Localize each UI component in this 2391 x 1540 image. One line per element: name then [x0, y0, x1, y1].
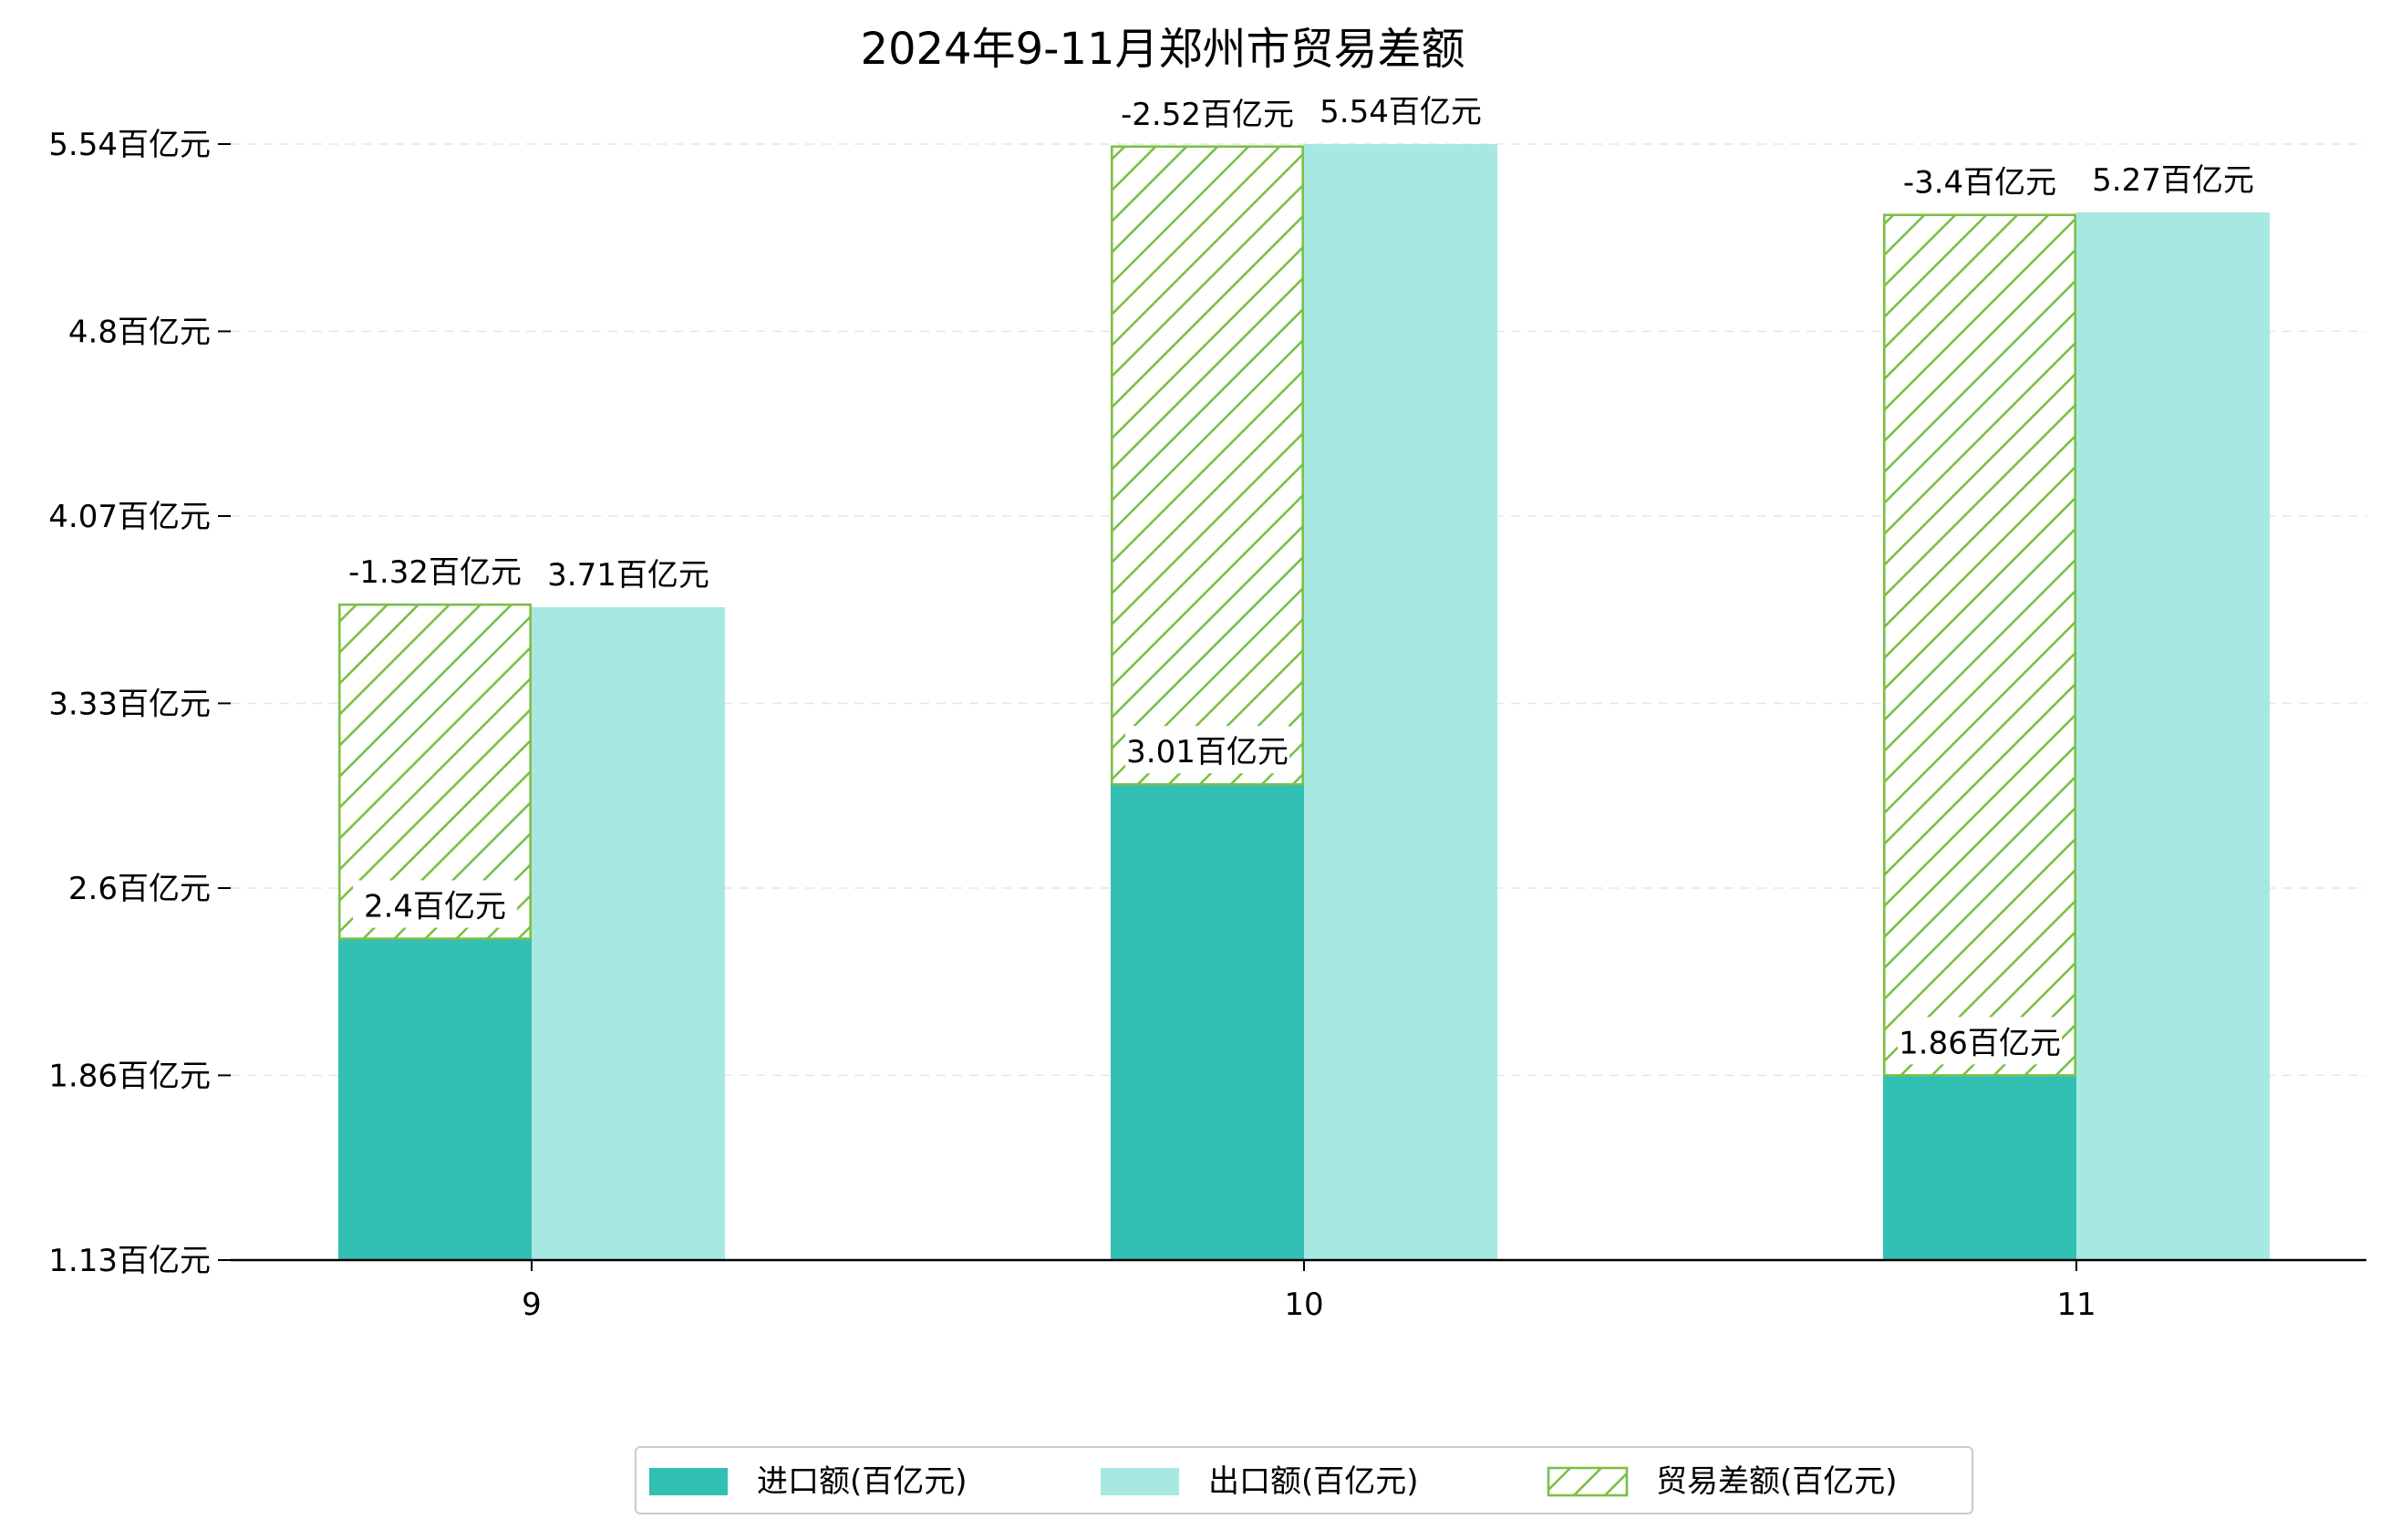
y-tick-label: 4.07百亿元	[48, 499, 211, 535]
y-tick-label: 4.8百亿元	[68, 314, 211, 350]
label-balance-9-bg	[349, 546, 521, 594]
label-import-10-group: 3.01百亿元	[1125, 726, 1289, 774]
label-export-9-group: 3.71百亿元	[546, 548, 710, 596]
label-balance-10-bg	[1122, 88, 1293, 136]
label-balance-11-bg	[1898, 156, 2062, 204]
bar-export-9	[532, 606, 725, 1260]
legend-label-balance: 贸易差额(百亿元)	[1656, 1463, 1898, 1500]
label-balance-11-group: -3.4百亿元	[1898, 156, 2062, 204]
x-axis: 9 10 11	[231, 1258, 2366, 1323]
legend-label-export: 出口额(百亿元)	[1208, 1463, 1419, 1500]
y-tick-label: 5.54百亿元	[48, 127, 211, 163]
label-balance-9: -1.32百亿元	[348, 554, 522, 591]
legend-frame	[635, 1446, 1973, 1514]
label-import-11: 1.86百亿元	[1899, 1025, 2061, 1061]
y-tick-label: 1.13百亿元	[48, 1243, 211, 1279]
bar-import-9	[338, 938, 532, 1260]
label-import-9: 2.4百亿元	[364, 889, 506, 925]
bar-balance-10	[1111, 145, 1305, 786]
label-balance-11: -3.4百亿元	[1903, 165, 2056, 202]
label-import-9-group: 2.4百亿元	[353, 880, 517, 928]
label-import-11-group: 1.86百亿元	[1898, 1017, 2062, 1065]
chart-title: 2024年9-11月郑州市贸易差额	[860, 24, 1465, 75]
bar-import-10	[1111, 784, 1304, 1260]
label-balance-10: -2.52百亿元	[1121, 97, 1294, 133]
label-balance-9-group: -1.32百亿元	[348, 546, 522, 594]
x-tick-label-10: 10	[1284, 1287, 1323, 1323]
y-axis: 1.13百亿元 1.86百亿元 2.6百亿元 3.33百亿元 4.07百亿元 4.8百亿元…	[48, 127, 231, 1279]
label-export-10-group: 5.54百亿元	[1319, 86, 1483, 133]
x-tick-label-11: 11	[2056, 1287, 2096, 1323]
legend-swatch-import	[649, 1468, 728, 1495]
label-export-9: 3.71百亿元	[547, 557, 709, 594]
label-export-10: 5.54百亿元	[1320, 94, 1482, 130]
bars	[337, 144, 2270, 1261]
bar-export-11	[2076, 212, 2270, 1261]
label-export-11: 5.27百亿元	[2092, 162, 2254, 199]
legend: 进口额(百亿元) 出口额(百亿元) 贸易差额(百亿元)	[635, 1446, 1973, 1514]
label-import-10: 3.01百亿元	[1126, 734, 1289, 770]
label-export-9-bg	[546, 548, 710, 596]
label-balance-10-group: -2.52百亿元	[1121, 88, 1294, 136]
label-import-11-bg	[1898, 1017, 2062, 1065]
label-export-11-group: 5.27百亿元	[2091, 153, 2255, 202]
label-import-9-bg	[353, 880, 517, 928]
label-import-10-bg	[1125, 726, 1289, 774]
legend-label-import: 进口额(百亿元)	[757, 1463, 968, 1500]
legend-swatch-balance	[1547, 1466, 1629, 1497]
data-labels: 2.4百亿元 -1.32百亿元 3.71百亿元 3.01百亿元 -2.52百亿元 5.54…	[348, 86, 2255, 1065]
y-tick-label: 1.86百亿元	[48, 1058, 211, 1094]
y-tick-label: 2.6百亿元	[68, 871, 211, 907]
legend-swatch-export	[1101, 1468, 1179, 1495]
y-tick-label: 3.33百亿元	[48, 686, 211, 722]
x-tick-label-9: 9	[522, 1287, 542, 1323]
label-export-11-bg	[2091, 153, 2255, 202]
bar-balance-11	[1883, 213, 2077, 1077]
bar-import-11	[1883, 1075, 2076, 1260]
bar-export-10	[1304, 144, 1497, 1260]
label-export-10-bg	[1319, 86, 1483, 133]
